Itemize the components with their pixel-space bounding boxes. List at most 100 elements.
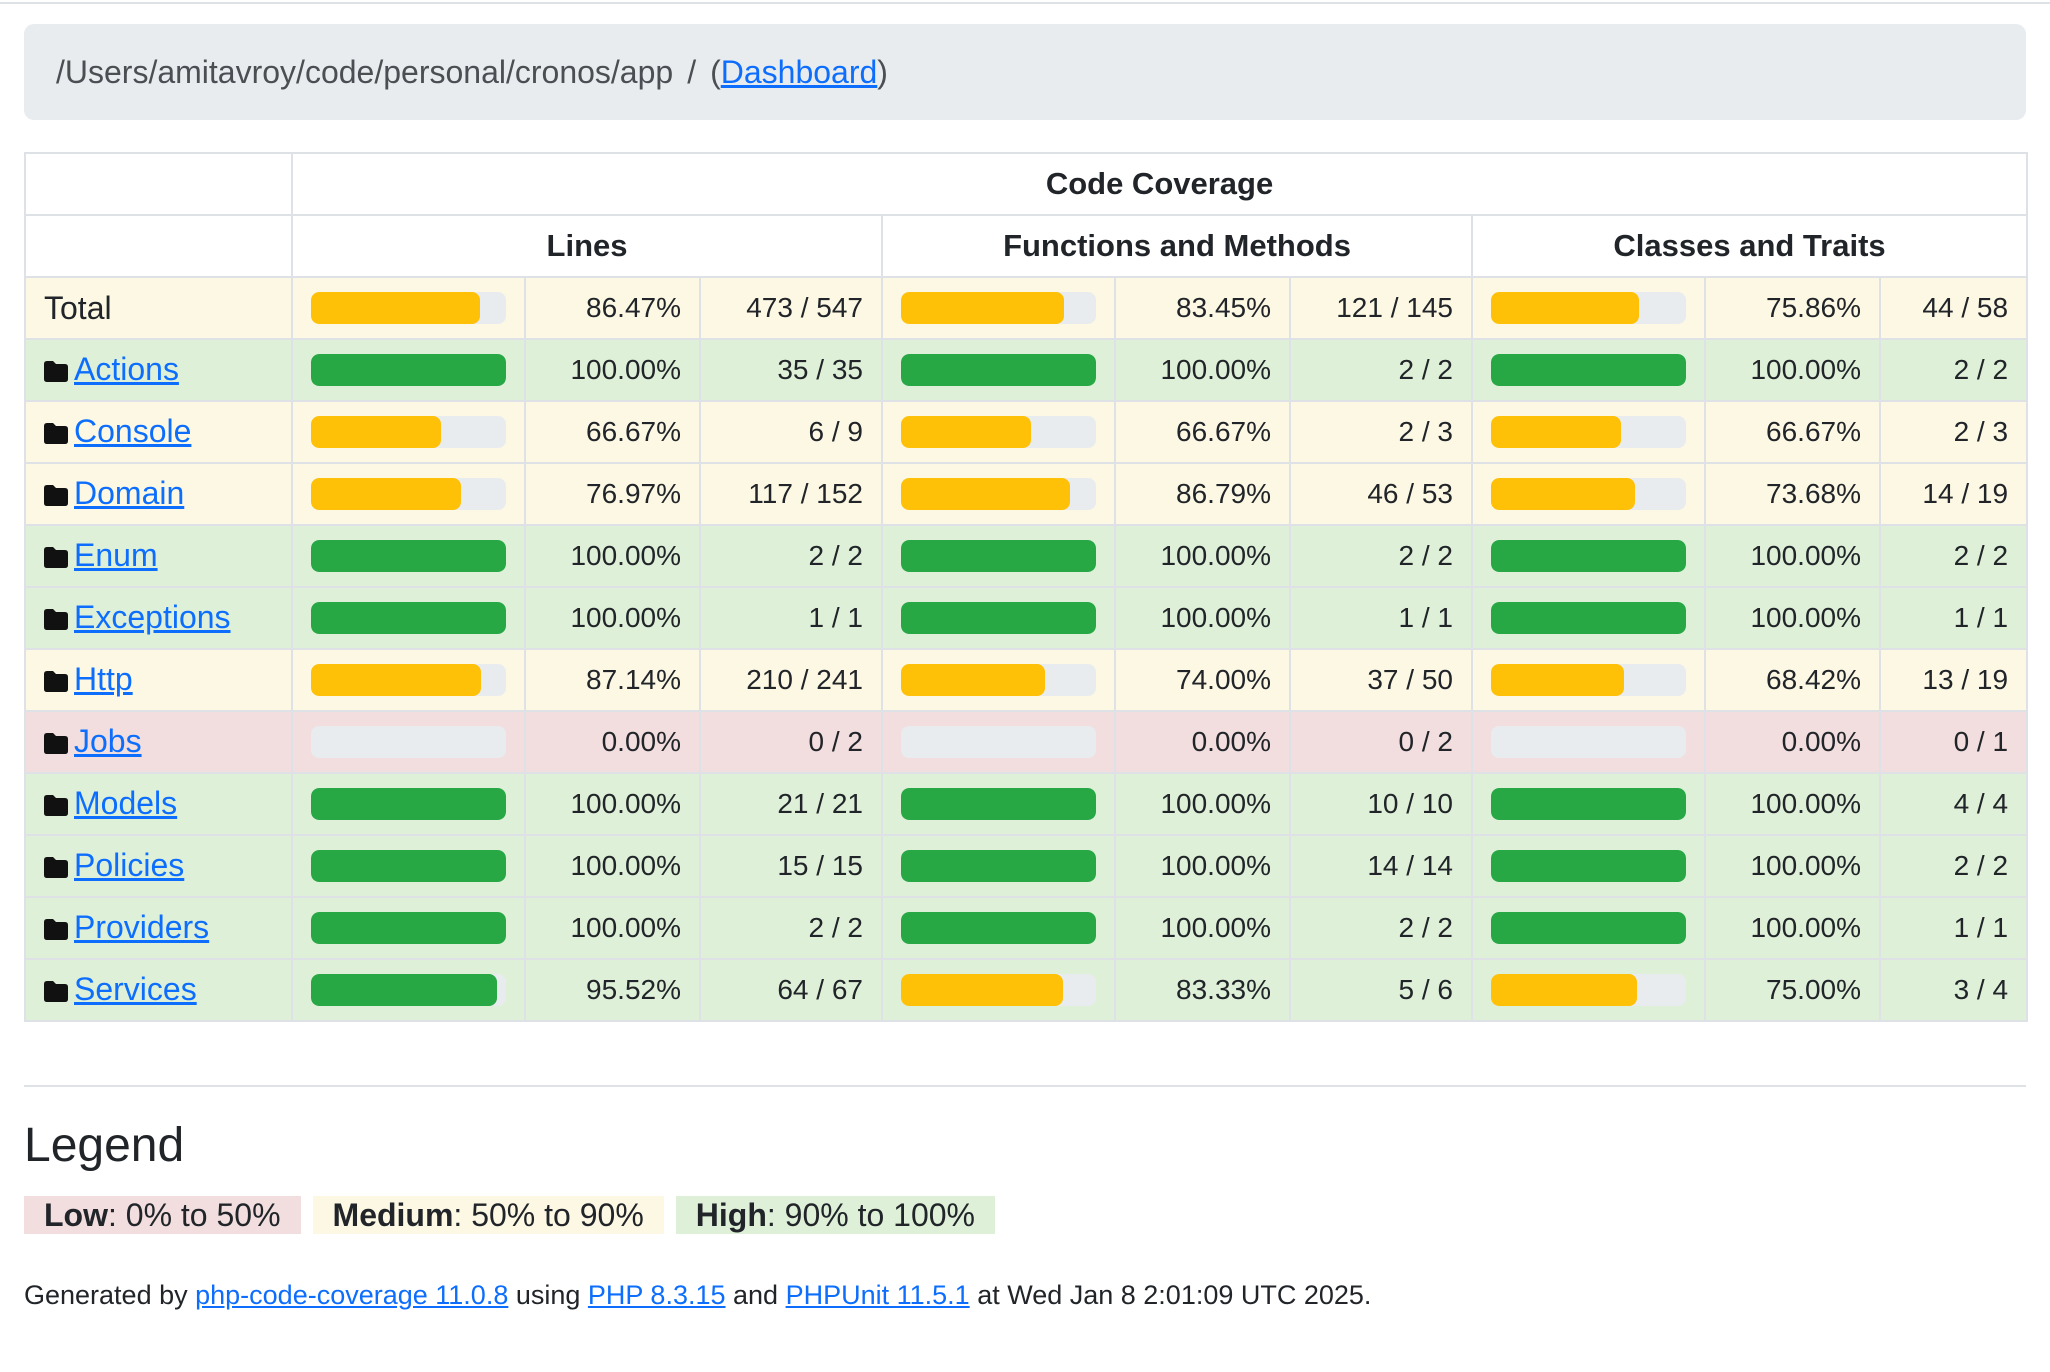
dashboard-link[interactable]: Dashboard [720,54,878,90]
classes-bar-cell [1471,462,1706,526]
classes-progress-bar [1491,354,1686,386]
folder-icon [44,849,70,886]
classes-progress-fill [1491,912,1686,944]
lines-bar-cell [291,400,526,464]
functions-percent: 100.00% [1114,586,1291,650]
lines-bar-cell [291,462,526,526]
functions-percent: 74.00% [1114,648,1291,712]
folder-icon [44,415,70,452]
table-row: Actions 100.00% 35 / 35 100.00% 2 / 2 100.00%… [24,338,2029,402]
classes-progress-bar [1491,478,1686,510]
lines-count: 6 / 9 [699,400,883,464]
lines-progress-fill [311,602,506,634]
lines-bar-cell [291,896,526,960]
classes-header: Classes and Traits [1470,214,2029,278]
functions-progress-bar [901,478,1096,510]
table-row: Policies 100.00% 15 / 15 100.00% 14 / 14 100.… [24,834,2029,898]
row-name-cell: Exceptions [24,586,293,650]
lines-percent: 66.67% [524,400,701,464]
classes-progress-bar [1491,850,1686,882]
classes-progress-fill [1491,416,1621,448]
functions-progress-fill [901,416,1031,448]
functions-progress-bar [901,354,1096,386]
php-code-coverage-link[interactable]: php-code-coverage 11.0.8 [195,1280,509,1310]
lines-count: 117 / 152 [699,462,883,526]
functions-count: 2 / 2 [1289,524,1473,588]
classes-progress-fill [1491,974,1638,1006]
functions-bar-cell [881,462,1116,526]
table-row: Http 87.14% 210 / 241 74.00% 37 / 50 68.42% 13… [24,648,2029,712]
functions-percent: 100.00% [1114,772,1291,836]
lines-count: 210 / 241 [699,648,883,712]
directory-link[interactable]: Actions [74,350,179,387]
classes-count: 1 / 1 [1878,896,2029,960]
lines-progress-bar [311,974,506,1006]
lines-progress-fill [311,540,506,572]
table-row: Domain 76.97% 117 / 152 86.79% 46 / 53 73.68%… [24,462,2029,526]
functions-bar-cell [881,896,1116,960]
lines-count: 2 / 2 [699,524,883,588]
table-row: Total 86.47% 473 / 547 83.45% 121 / 145 75.86… [24,276,2029,340]
table-row: Exceptions 100.00% 1 / 1 100.00% 1 / 1 100.00… [24,586,2029,650]
directory-link[interactable]: Jobs [74,722,142,759]
classes-progress-fill [1491,850,1686,882]
lines-progress-bar [311,540,506,572]
directory-link[interactable]: Domain [74,474,185,511]
functions-count: 46 / 53 [1289,462,1473,526]
lines-progress-fill [311,788,506,820]
classes-progress-bar [1491,540,1686,572]
row-name-cell: Providers [24,896,293,960]
lines-progress-fill [311,478,462,510]
directory-link[interactable]: Http [74,660,133,697]
classes-percent: 0.00% [1704,710,1881,774]
functions-progress-fill [901,974,1064,1006]
directory-link[interactable]: Policies [74,846,185,883]
functions-progress-bar [901,416,1096,448]
classes-count: 0 / 1 [1878,710,2029,774]
folder-icon [44,911,70,948]
lines-progress-bar [311,354,506,386]
phpunit-link[interactable]: PHPUnit 11.5.1 [785,1280,970,1310]
functions-count: 37 / 50 [1289,648,1473,712]
functions-bar-cell [881,710,1116,774]
lines-count: 64 / 67 [699,958,883,1022]
classes-percent: 66.67% [1704,400,1881,464]
lines-percent: 0.00% [524,710,701,774]
functions-progress-bar [901,788,1096,820]
functions-bar-cell [881,524,1116,588]
lines-progress-bar [311,912,506,944]
row-name-cell: Policies [24,834,293,898]
footer: Generated by php-code-coverage 11.0.8 us… [24,1280,1371,1311]
lines-progress-bar [311,726,506,758]
lines-bar-cell [291,648,526,712]
directory-link[interactable]: Providers [74,908,210,945]
lines-bar-cell [291,586,526,650]
lines-progress-fill [311,416,441,448]
lines-bar-cell [291,524,526,588]
classes-percent: 100.00% [1704,338,1881,402]
directory-link[interactable]: Exceptions [74,598,231,635]
legend-low-label: Low [44,1197,108,1233]
table-row: Providers 100.00% 2 / 2 100.00% 2 / 2 100.00%… [24,896,2029,960]
php-link[interactable]: PHP 8.3.15 [587,1280,726,1310]
classes-bar-cell [1471,772,1706,836]
lines-bar-cell [291,710,526,774]
top-divider [0,2,2050,4]
functions-progress-bar [901,850,1096,882]
classes-bar-cell [1471,834,1706,898]
directory-link[interactable]: Console [74,412,192,449]
directory-link[interactable]: Services [74,970,197,1007]
folder-icon [44,539,70,576]
directory-link[interactable]: Enum [74,536,158,573]
table-row: Console 66.67% 6 / 9 66.67% 2 / 3 66.67% 2 / 3 [24,400,2029,464]
functions-count: 2 / 2 [1289,896,1473,960]
classes-percent: 100.00% [1704,524,1881,588]
table-row: Services 95.52% 64 / 67 83.33% 5 / 6 75.00% 3 … [24,958,2029,1022]
lines-progress-fill [311,292,480,324]
lines-header: Lines [291,214,883,278]
table-row: Jobs 0.00% 0 / 2 0.00% 0 / 2 0.00% 0 / 1 [24,710,2029,774]
legend-title: Legend [24,1119,185,1172]
classes-progress-fill [1491,292,1639,324]
directory-link[interactable]: Models [74,784,178,821]
row-name-cell: Http [24,648,293,712]
